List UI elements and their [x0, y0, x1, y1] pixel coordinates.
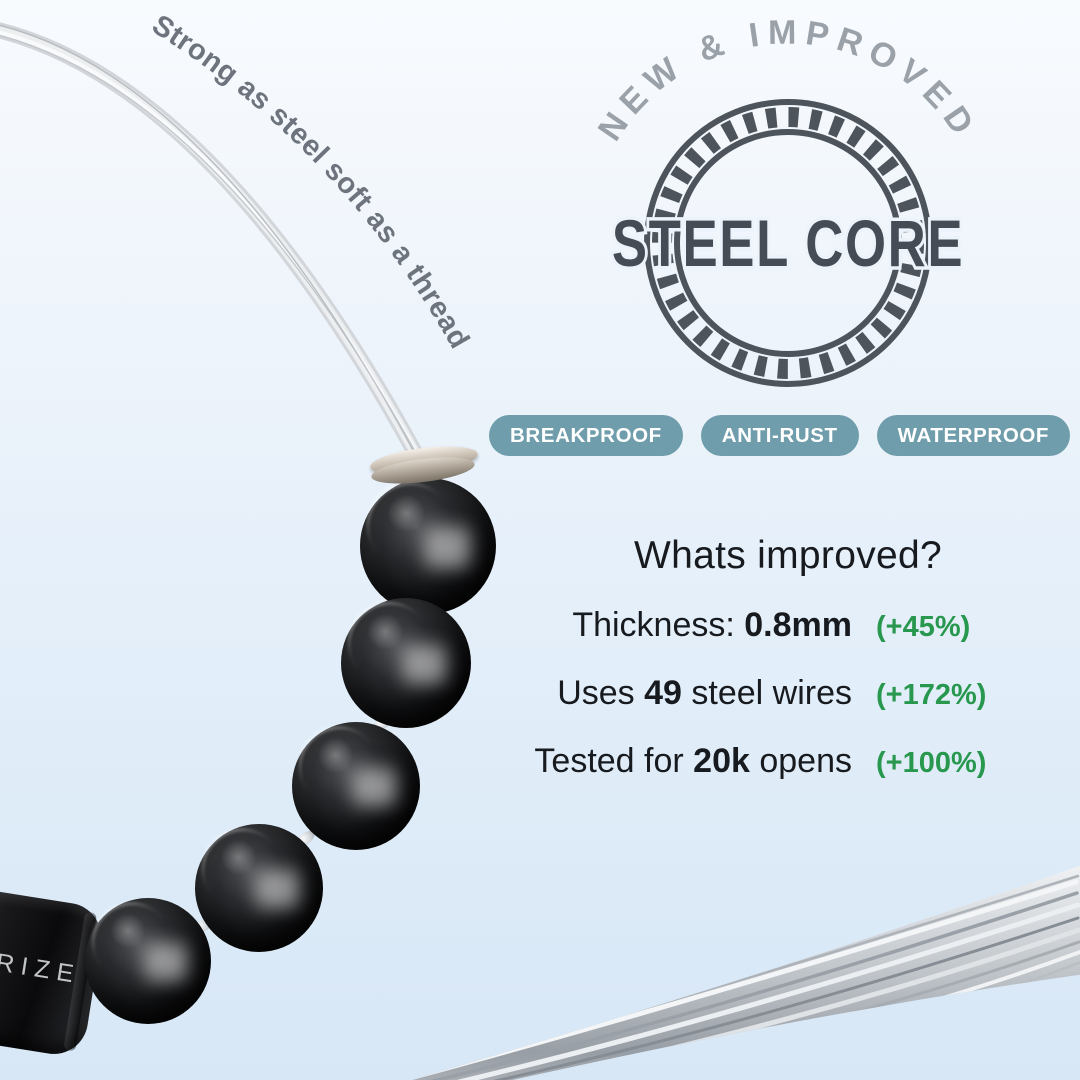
row-strong-value: 49 — [644, 674, 682, 712]
badge-outer-ring — [644, 99, 932, 387]
badge-label-text: STEEL CORE — [612, 206, 964, 280]
slogan-curved-text: Strong as steel soft as a thread — [146, 9, 475, 354]
bead-1 — [360, 478, 496, 614]
row-strong-value: 0.8mm — [744, 606, 852, 644]
improvement-delta: (+100%) — [876, 747, 987, 779]
bead-4 — [195, 824, 323, 952]
pill-breakproof: BREAKPROOF — [489, 415, 683, 456]
arc-title-textpath: NEW & IMPROVED — [591, 14, 978, 148]
bead-2 — [341, 598, 471, 728]
improvement-delta: (+45%) — [876, 611, 971, 643]
improvement-text: Thickness: 0.8mm — [480, 604, 852, 647]
thin-steel-wire — [0, 22, 426, 463]
slogan-textpath: Strong as steel soft as a thread — [146, 9, 475, 354]
bead-3 — [292, 722, 420, 850]
row-suffix: opens — [749, 742, 852, 780]
badge-inner-ring — [674, 129, 902, 357]
improvement-row-wires: Uses 49 steel wires (+172%) — [480, 672, 1046, 717]
improvement-row-opens: Tested for 20k opens (+100%) — [480, 740, 1046, 785]
brand-mark: RIZE — [0, 948, 83, 990]
steel-core-badge: STEEL CORE — [609, 99, 966, 387]
twisted-cable — [350, 865, 1080, 1080]
pill-waterproof: WATERPROOF — [876, 415, 1071, 456]
cable-body — [412, 865, 1080, 1080]
feature-pill-row: BREAKPROOF ANTI-RUST WATERPROOF — [489, 415, 1071, 456]
improvements-list: Thickness: 0.8mm (+45%) Uses 49 steel wi… — [480, 604, 1046, 808]
improvement-delta: (+172%) — [876, 679, 987, 711]
improvement-text: Tested for 20k opens — [480, 740, 852, 783]
row-prefix: Uses — [557, 674, 645, 712]
improvement-row-thickness: Thickness: 0.8mm (+45%) — [480, 604, 1046, 649]
arc-title-text: NEW & IMPROVED — [591, 14, 986, 148]
row-strong-value: 20k — [693, 742, 750, 780]
improvements-heading: Whats improved? — [634, 534, 942, 577]
row-prefix: Thickness: — [572, 606, 745, 644]
pill-anti-rust: ANTI-RUST — [700, 415, 859, 456]
bead-5 — [85, 898, 211, 1024]
row-prefix: Tested for — [534, 742, 694, 780]
row-suffix: steel wires — [681, 674, 852, 712]
improvement-text: Uses 49 steel wires — [480, 672, 852, 715]
badge-tread-ring — [652, 107, 924, 379]
